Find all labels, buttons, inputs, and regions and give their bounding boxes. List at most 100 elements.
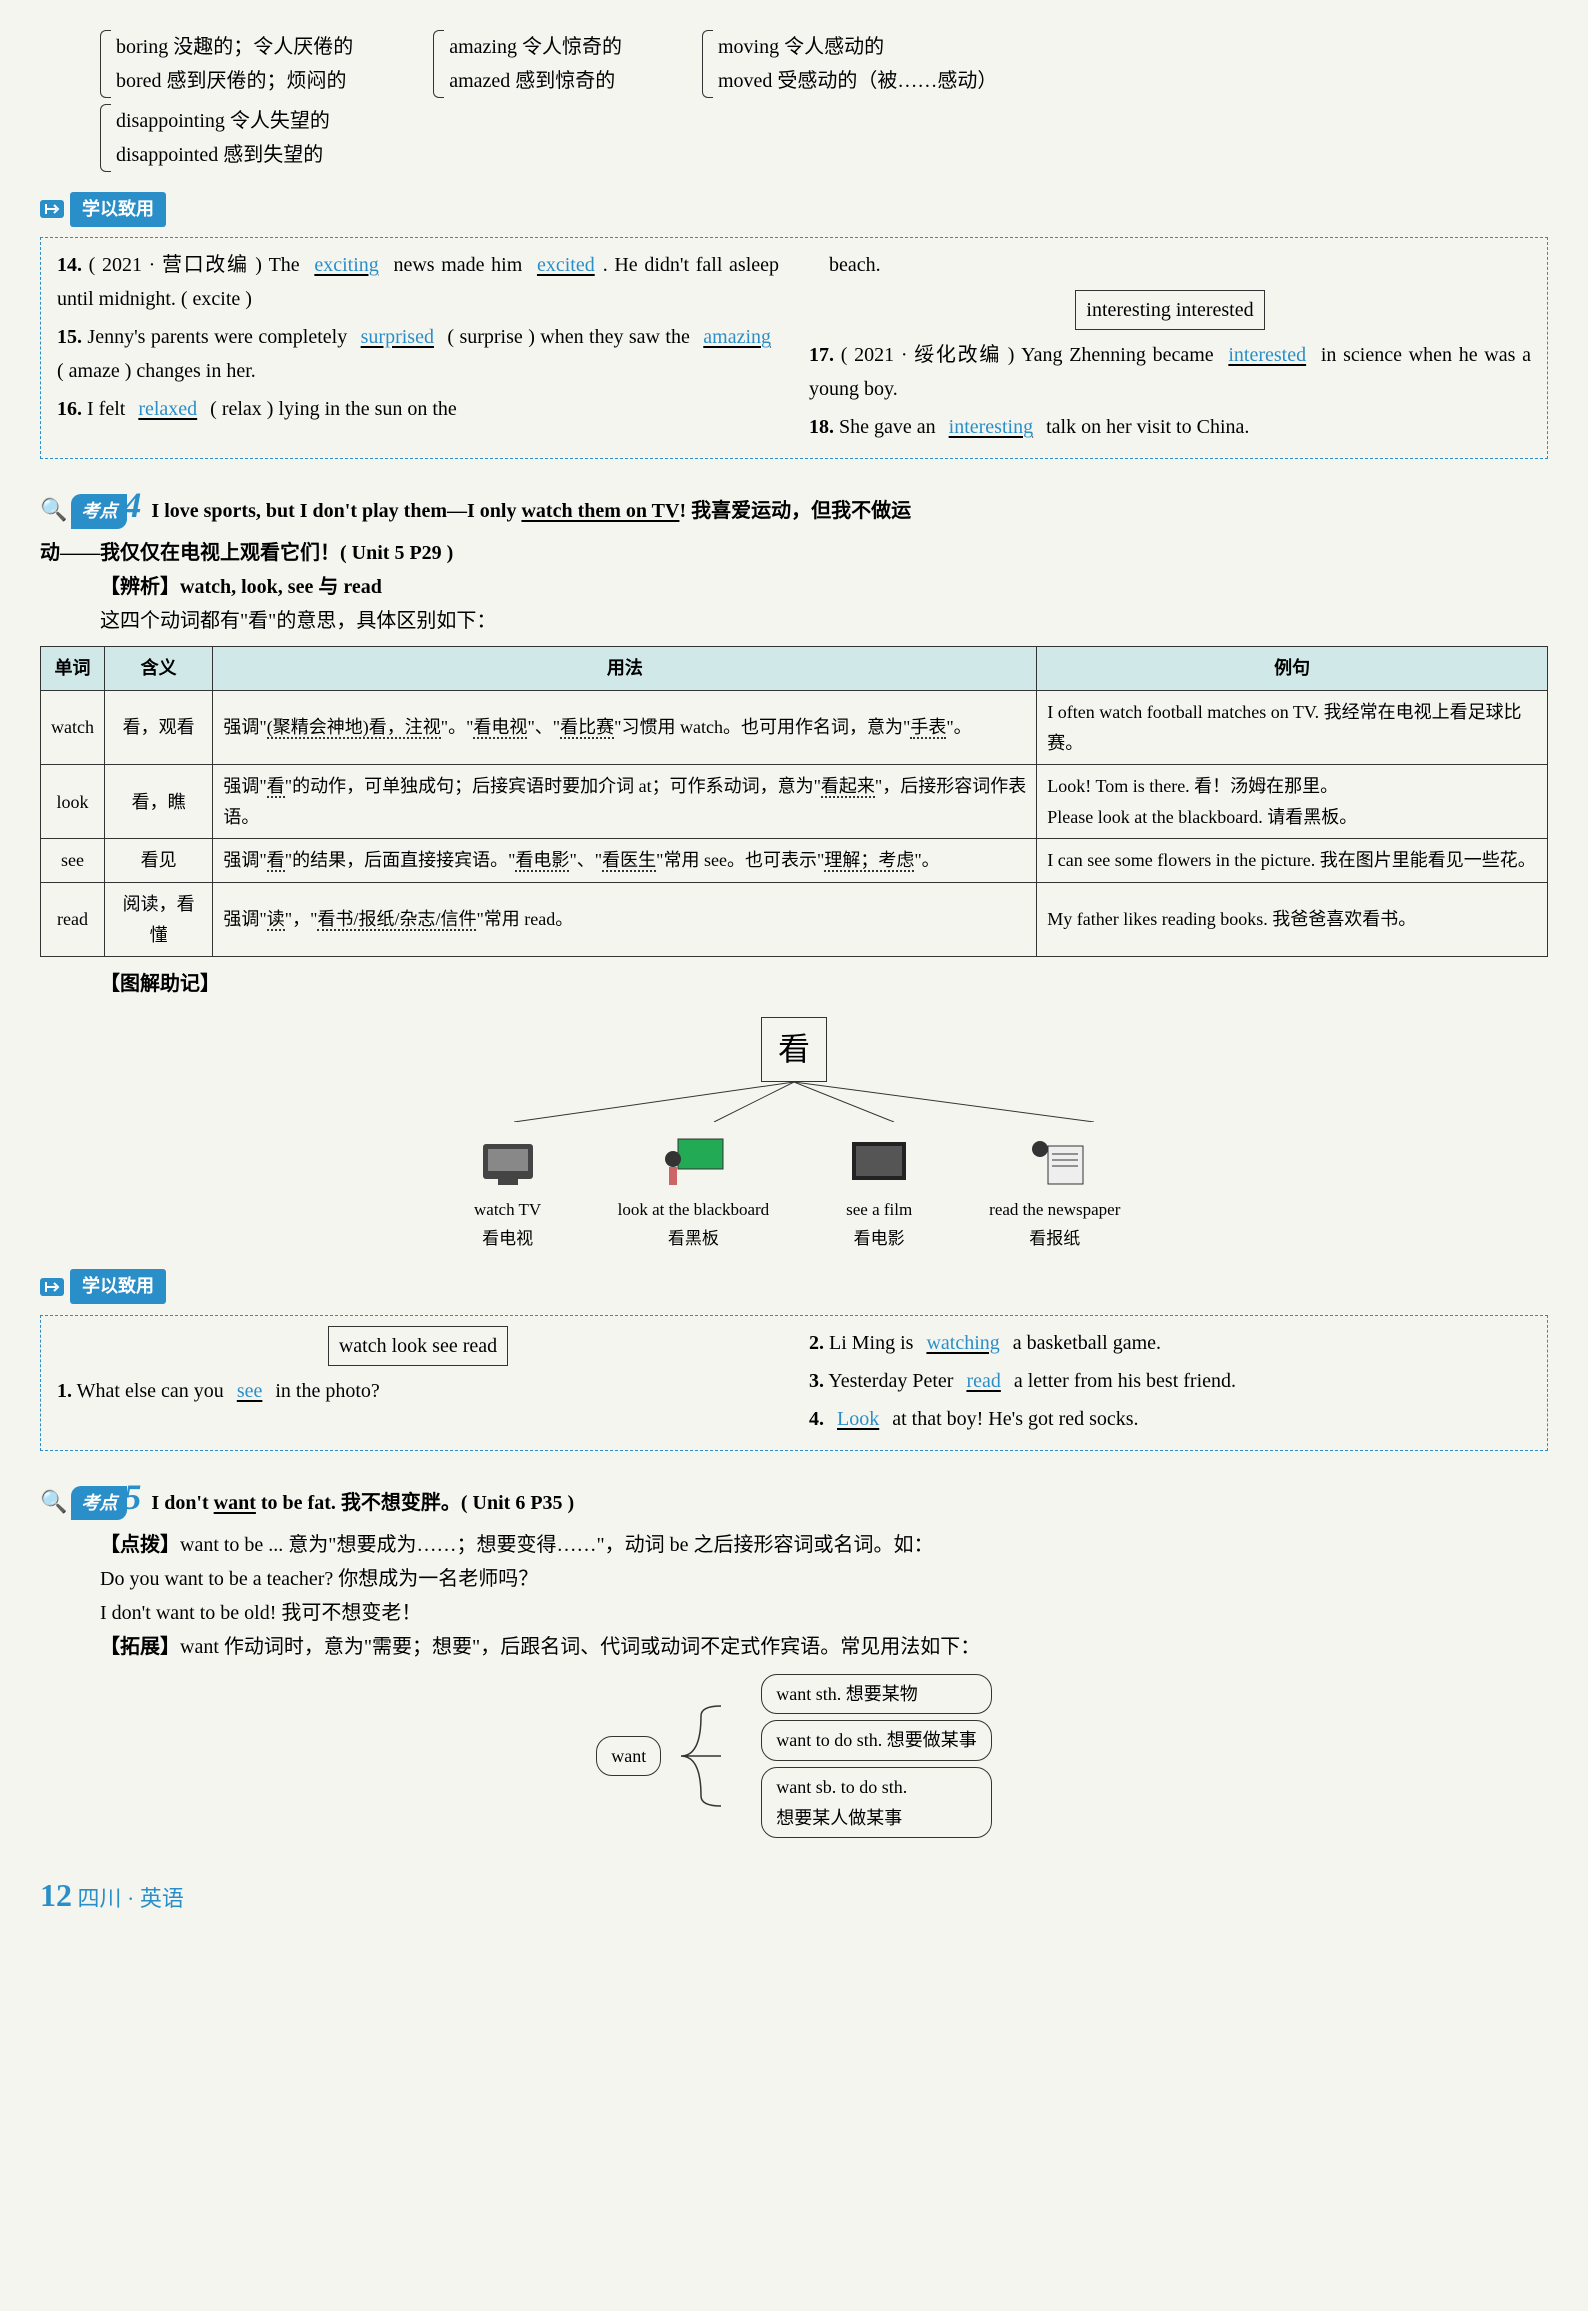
q-text: ( amaze ) changes in her.	[57, 360, 256, 382]
q-num: 15.	[57, 326, 82, 348]
question-17: 17. ( 2021 · 绥化改编 ) Yang Zhenning became…	[809, 338, 1531, 406]
answer-blank: relaxed	[130, 398, 205, 420]
practice-tag-label: 学以致用	[70, 192, 166, 227]
arrow-icon	[40, 1274, 66, 1300]
word-choices: watch look see read	[328, 1326, 508, 1366]
tuozhan-line: 【拓展】want 作动词时，意为"需要；想要"，后跟名词、代词或动词不定式作宾语…	[100, 1630, 1548, 1664]
diagram-cn: 看电视	[468, 1225, 548, 1254]
q-text: What else can you	[77, 1380, 229, 1402]
table-row: see看见强调"看"的结果，后面直接接宾语。"看电影"、"看医生"常用 see。…	[41, 839, 1548, 883]
word-pair-line: amazing 令人惊奇的	[449, 30, 622, 64]
kaodian-number: 5	[123, 1467, 141, 1528]
sentence-underline: want	[214, 1492, 256, 1514]
answer-blank: watching	[918, 1332, 1007, 1354]
table-cell: 强调"读"，"看书/报纸/杂志/信件"常用 read。	[213, 883, 1037, 957]
sentence-cn: ! 我喜爱运动，但我不做运	[679, 500, 911, 522]
bianxi-intro: 这四个动词都有"看"的意思，具体区别如下：	[100, 604, 1548, 638]
answer-blank: exciting	[306, 254, 386, 276]
word-pair-line: moved 受感动的（被……感动）	[718, 64, 997, 98]
table-cell: watch	[41, 691, 105, 765]
practice-box-1: 14. ( 2021 · 营口改编 ) The exciting news ma…	[40, 237, 1548, 459]
q-num: 4.	[809, 1408, 824, 1430]
q-text: I felt	[87, 398, 130, 420]
table-cell: I often watch football matches on TV. 我经…	[1037, 691, 1548, 765]
question-4: 4. Look at that boy! He's got red socks.	[809, 1402, 1531, 1436]
diagram-cn: 看电影	[839, 1225, 919, 1254]
want-diagram: want want sth. 想要某物want to do sth. 想要做某事…	[40, 1674, 1548, 1838]
q-num: 3.	[809, 1370, 824, 1392]
kaodian-line2: 动——我仅仅在电视上观看它们！( Unit 5 P29 )	[40, 536, 1548, 570]
grammar-table: 单词 含义 用法 例句 watch看，观看强调"(聚精会神地)看，注视"。"看电…	[40, 646, 1548, 957]
brace-pair: disappointing 令人失望的 disappointed 感到失望的	[100, 104, 353, 172]
word-choices: interesting interested	[1075, 290, 1264, 330]
kaodian-5-header: 🔍 考点5 I don't want to be fat. 我不想变胖。( Un…	[40, 1467, 1548, 1528]
kaodian-number: 4	[123, 475, 141, 536]
word-pair-line: disappointing 令人失望的	[116, 104, 353, 138]
footer-text: 四川 · 英语	[78, 1886, 184, 1911]
table-cell: My father likes reading books. 我爸爸喜欢看书。	[1037, 883, 1548, 957]
diagram-item: look at the blackboard看黑板	[618, 1132, 770, 1254]
table-header-row: 单词 含义 用法 例句	[41, 647, 1548, 691]
word-pair-col-3: moving 令人感动的 moved 受感动的（被……感动）	[702, 30, 997, 172]
want-option: want sth. 想要某物	[761, 1674, 992, 1715]
practice-box-2: watch look see read 1. What else can you…	[40, 1315, 1548, 1451]
q-text: at that boy! He's got red socks.	[887, 1408, 1138, 1430]
table-cell: 强调"看"的动作，可单独成句；后接宾语时要加介词 at；可作系动词，意为"看起来…	[213, 765, 1037, 839]
q-num: 1.	[57, 1380, 72, 1402]
question-18: 18. She gave an interesting talk on her …	[809, 410, 1531, 444]
table-row: read阅读，看懂强调"读"，"看书/报纸/杂志/信件"常用 read。My f…	[41, 883, 1548, 957]
word-pair-line: boring 没趣的；令人厌倦的	[116, 30, 353, 64]
q-text: ( surprise ) when they saw the	[442, 326, 695, 348]
table-cell: Look! Tom is there. 看！汤姆在那里。 Please look…	[1037, 765, 1548, 839]
q-num: 2.	[809, 1332, 824, 1354]
diagram-item: watch TV看电视	[468, 1132, 548, 1254]
diagram-lines	[394, 1082, 1194, 1122]
dianbo-text: want to be ... 意为"想要成为……；想要变得……"，动词 be 之…	[180, 1534, 934, 1556]
dianbo-label: 【点拨】	[100, 1534, 180, 1556]
question-3: 3. Yesterday Peter read a letter from hi…	[809, 1364, 1531, 1398]
diagram-item: read the newspaper看报纸	[989, 1132, 1120, 1254]
diagram-icon	[468, 1132, 548, 1192]
sentence-en: I love sports, but I don't play them—I o…	[151, 500, 521, 522]
sentence-underline: watch them on TV	[521, 500, 679, 522]
brace-pair: boring 没趣的；令人厌倦的 bored 感到厌倦的；烦闷的	[100, 30, 353, 98]
th-example: 例句	[1037, 647, 1548, 691]
practice-col-right: beach. interesting interested 17. ( 2021…	[809, 248, 1531, 448]
sentence-post: to be fat. 我不想变胖。( Unit 6 P35 )	[256, 1492, 574, 1514]
dianbo-line: 【点拨】want to be ... 意为"想要成为……；想要变得……"，动词 …	[100, 1528, 1548, 1562]
q-text: talk on her visit to China.	[1041, 416, 1249, 438]
th-word: 单词	[41, 647, 105, 691]
tuozhan-label: 【拓展】	[100, 1636, 180, 1658]
practice-tag-label: 学以致用	[70, 1269, 166, 1304]
q-num: 17.	[809, 344, 834, 366]
table-cell: 强调"(聚精会神地)看，注视"。"看电视"、"看比赛"习惯用 watch。也可用…	[213, 691, 1037, 765]
table-cell: 看，观看	[104, 691, 212, 765]
q-num: 16.	[57, 398, 82, 420]
question-2: 2. Li Ming is watching a basketball game…	[809, 1326, 1531, 1360]
q-num: 18.	[809, 416, 834, 438]
answer-blank: interesting	[941, 416, 1041, 438]
q-text: in the photo?	[270, 1380, 379, 1402]
answer-blank: read	[958, 1370, 1008, 1392]
table-cell: 看见	[104, 839, 212, 883]
diagram-cn: 看黑板	[618, 1225, 770, 1254]
tujie-label: 【图解助记】	[100, 967, 1548, 1001]
arrow-icon	[40, 196, 66, 222]
kaodian5-sentence: I don't want to be fat. 我不想变胖。( Unit 6 P…	[151, 1486, 574, 1520]
table-cell: 看，瞧	[104, 765, 212, 839]
word-pairs-section: boring 没趣的；令人厌倦的 bored 感到厌倦的；烦闷的 disappo…	[100, 30, 1548, 172]
page-footer: 12 四川 · 英语	[40, 1868, 1548, 1922]
q-text-continuation: beach.	[829, 248, 1531, 282]
question-14: 14. ( 2021 · 营口改编 ) The exciting news ma…	[57, 248, 779, 316]
kaodian-tag: 考点	[71, 494, 127, 529]
sentence-pre: I don't	[151, 1492, 213, 1514]
question-16: 16. I felt relaxed ( relax ) lying in th…	[57, 392, 779, 426]
answer-blank: Look	[829, 1408, 887, 1430]
answer-blank: interested	[1220, 344, 1314, 366]
q-text: ( 2021 · 营口改编 ) The	[89, 254, 307, 276]
diagram-items: watch TV看电视look at the blackboard看黑板see …	[40, 1132, 1548, 1254]
want-options: want sth. 想要某物want to do sth. 想要做某事want …	[761, 1674, 992, 1838]
diagram-icon	[1015, 1132, 1095, 1192]
word-choice-box: interesting interested	[809, 290, 1531, 330]
want-center: want	[596, 1736, 661, 1777]
